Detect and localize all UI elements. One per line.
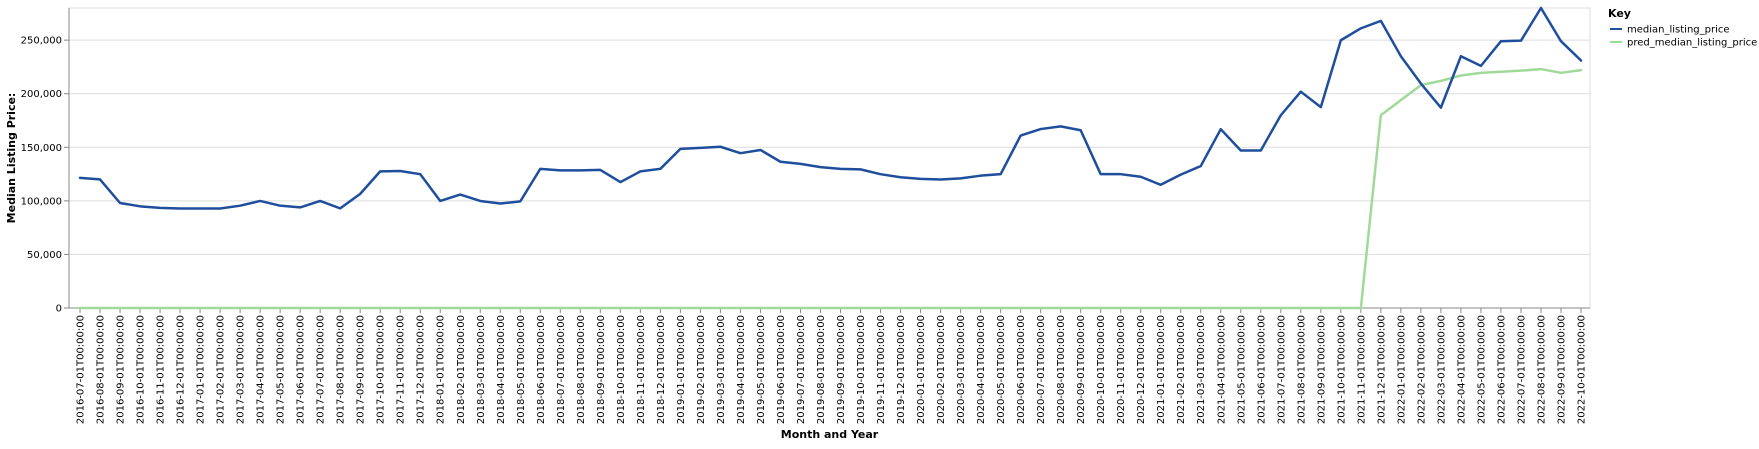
legend-label: pred_median_listing_price bbox=[1627, 38, 1757, 49]
x-tick-label: 2022-02-01T00:00:00 bbox=[1416, 315, 1427, 424]
x-axis-title: Month and Year bbox=[781, 428, 879, 441]
x-tick-label: 2022-10-01T00:00:00 bbox=[1577, 315, 1588, 424]
plot-area-frame bbox=[68, 7, 1591, 309]
x-tick-label: 2021-05-01T00:00:00 bbox=[1236, 315, 1247, 424]
y-tick-label: 200,000 bbox=[21, 89, 62, 100]
x-tick-label: 2018-11-01T00:00:00 bbox=[636, 315, 647, 424]
x-tick-label: 2017-07-01T00:00:00 bbox=[316, 315, 327, 424]
x-tick-label: 2019-05-01T00:00:00 bbox=[756, 315, 767, 424]
x-tick-label: 2017-06-01T00:00:00 bbox=[296, 315, 307, 424]
x-tick-label: 2019-12-01T00:00:00 bbox=[896, 315, 907, 424]
x-tick-label: 2021-07-01T00:00:00 bbox=[1276, 315, 1287, 424]
x-tick-label: 2016-09-01T00:00:00 bbox=[116, 315, 127, 424]
x-tick-label: 2018-05-01T00:00:00 bbox=[516, 315, 527, 424]
x-tick-label: 2021-09-01T00:00:00 bbox=[1316, 315, 1327, 424]
x-tick-label: 2018-09-01T00:00:00 bbox=[596, 315, 607, 424]
y-axis: 0 50,000 100,000 150,000 200,000 250,000 bbox=[21, 8, 70, 315]
x-tick-label: 2020-11-01T00:00:00 bbox=[1116, 315, 1127, 424]
x-tick-label: 2021-03-01T00:00:00 bbox=[1196, 315, 1207, 424]
x-tick-label: 2018-02-01T00:00:00 bbox=[456, 315, 467, 424]
x-tick-label: 2019-01-01T00:00:00 bbox=[676, 315, 687, 424]
x-tick-label: 2020-09-01T00:00:00 bbox=[1076, 315, 1087, 424]
x-tick-label: 2020-03-01T00:00:00 bbox=[956, 315, 967, 424]
x-tick-label: 2022-05-01T00:00:00 bbox=[1476, 315, 1487, 424]
x-tick-label: 2017-08-01T00:00:00 bbox=[336, 315, 347, 424]
series-line-median-listing-price bbox=[78, 6, 1583, 210]
x-tick-label: 2021-08-01T00:00:00 bbox=[1296, 315, 1307, 424]
x-tick-label: 2020-08-01T00:00:00 bbox=[1056, 315, 1067, 424]
x-tick-label: 2020-01-01T00:00:00 bbox=[916, 315, 927, 424]
x-tick-label: 2022-04-01T00:00:00 bbox=[1456, 315, 1467, 424]
x-tick-label: 2019-08-01T00:00:00 bbox=[816, 315, 827, 424]
x-tick-label: 2016-07-01T00:00:00 bbox=[76, 315, 87, 424]
x-tick-label: 2020-05-01T00:00:00 bbox=[996, 315, 1007, 424]
x-tick-label: 2022-03-01T00:00:00 bbox=[1436, 315, 1447, 424]
x-tick-label: 2021-06-01T00:00:00 bbox=[1256, 315, 1267, 424]
x-tick-label: 2022-09-01T00:00:00 bbox=[1556, 315, 1567, 424]
gridlines bbox=[69, 39, 1590, 309]
x-tick-label: 2022-01-01T00:00:00 bbox=[1396, 315, 1407, 424]
x-tick-label: 2020-04-01T00:00:00 bbox=[976, 315, 987, 424]
x-tick-label: 2019-02-01T00:00:00 bbox=[696, 315, 707, 424]
x-tick-label: 2019-03-01T00:00:00 bbox=[716, 315, 727, 424]
x-tick-label: 2017-04-01T00:00:00 bbox=[256, 315, 267, 424]
x-tick-label: 2019-04-01T00:00:00 bbox=[736, 315, 747, 424]
x-tick-label: 2017-05-01T00:00:00 bbox=[276, 315, 287, 424]
x-axis: 2016-07-01T00:00:00 2016-08-01T00:00:00 20… bbox=[69, 307, 1590, 424]
x-tick-label: 2017-02-01T00:00:00 bbox=[216, 315, 227, 424]
legend-label: median_listing_price bbox=[1627, 25, 1730, 36]
x-tick-label: 2017-01-01T00:00:00 bbox=[196, 315, 207, 424]
x-tick-label: 2016-08-01T00:00:00 bbox=[96, 315, 107, 424]
x-tick-label: 2018-04-01T00:00:00 bbox=[496, 315, 507, 424]
x-tick-label: 2020-07-01T00:00:00 bbox=[1036, 315, 1047, 424]
x-tick-label: 2016-12-01T00:00:00 bbox=[176, 315, 187, 424]
x-tick-label: 2021-02-01T00:00:00 bbox=[1176, 315, 1187, 424]
x-tick-label: 2019-06-01T00:00:00 bbox=[776, 315, 787, 424]
x-tick-label: 2018-12-01T00:00:00 bbox=[656, 315, 667, 424]
series-line-pred-median-listing-price bbox=[78, 67, 1583, 310]
x-tick-label: 2017-11-01T00:00:00 bbox=[396, 315, 407, 424]
x-tick-label: 2018-10-01T00:00:00 bbox=[616, 315, 627, 424]
x-tick-label: 2020-10-01T00:00:00 bbox=[1096, 315, 1107, 424]
x-tick-label: 2022-07-01T00:00:00 bbox=[1516, 315, 1527, 424]
y-axis-title: Median Listing Price: bbox=[5, 93, 18, 224]
x-tick-label: 2021-11-01T00:00:00 bbox=[1356, 315, 1367, 424]
x-tick-label: 2016-11-01T00:00:00 bbox=[156, 315, 167, 424]
y-tick-label: 150,000 bbox=[21, 143, 62, 154]
legend: Key median_listing_price pred_median_list… bbox=[1608, 7, 1757, 49]
x-tick-label: 2017-09-01T00:00:00 bbox=[356, 315, 367, 424]
series-layer bbox=[78, 6, 1583, 310]
x-tick-label: 2021-01-01T00:00:00 bbox=[1156, 315, 1167, 424]
x-tick-label: 2019-10-01T00:00:00 bbox=[856, 315, 867, 424]
x-tick-label: 2020-06-01T00:00:00 bbox=[1016, 315, 1027, 424]
x-tick-label: 2019-11-01T00:00:00 bbox=[876, 315, 887, 424]
x-tick-label: 2019-09-01T00:00:00 bbox=[836, 315, 847, 424]
y-tick-label: 250,000 bbox=[21, 36, 62, 47]
y-tick-label: 50,000 bbox=[27, 250, 62, 261]
x-tick-label: 2021-04-01T00:00:00 bbox=[1216, 315, 1227, 424]
x-tick-label: 2019-07-01T00:00:00 bbox=[796, 315, 807, 424]
x-tick-label: 2018-06-01T00:00:00 bbox=[536, 315, 547, 424]
x-tick-label: 2020-12-01T00:00:00 bbox=[1136, 315, 1147, 424]
x-tick-label: 2022-08-01T00:00:00 bbox=[1536, 315, 1547, 424]
x-tick-label: 2021-10-01T00:00:00 bbox=[1336, 315, 1347, 424]
legend-title: Key bbox=[1608, 7, 1631, 20]
x-tick-label: 2020-02-01T00:00:00 bbox=[936, 315, 947, 424]
x-tick-label: 2018-07-01T00:00:00 bbox=[556, 315, 567, 424]
x-tick-label: 2016-10-01T00:00:00 bbox=[136, 315, 147, 424]
x-tick-label: 2021-12-01T00:00:00 bbox=[1376, 315, 1387, 424]
y-tick-label: 0 bbox=[56, 304, 62, 315]
x-tick-label: 2018-01-01T00:00:00 bbox=[436, 315, 447, 424]
x-tick-label: 2022-06-01T00:00:00 bbox=[1496, 315, 1507, 424]
x-tick-label: 2017-12-01T00:00:00 bbox=[416, 315, 427, 424]
x-tick-label: 2017-10-01T00:00:00 bbox=[376, 315, 387, 424]
x-tick-label: 2018-03-01T00:00:00 bbox=[476, 315, 487, 424]
legend-items: median_listing_price pred_median_listing_… bbox=[1610, 25, 1757, 49]
x-tick-label: 2018-08-01T00:00:00 bbox=[576, 315, 587, 424]
y-tick-label: 100,000 bbox=[21, 196, 62, 207]
x-tick-label: 2017-03-01T00:00:00 bbox=[236, 315, 247, 424]
